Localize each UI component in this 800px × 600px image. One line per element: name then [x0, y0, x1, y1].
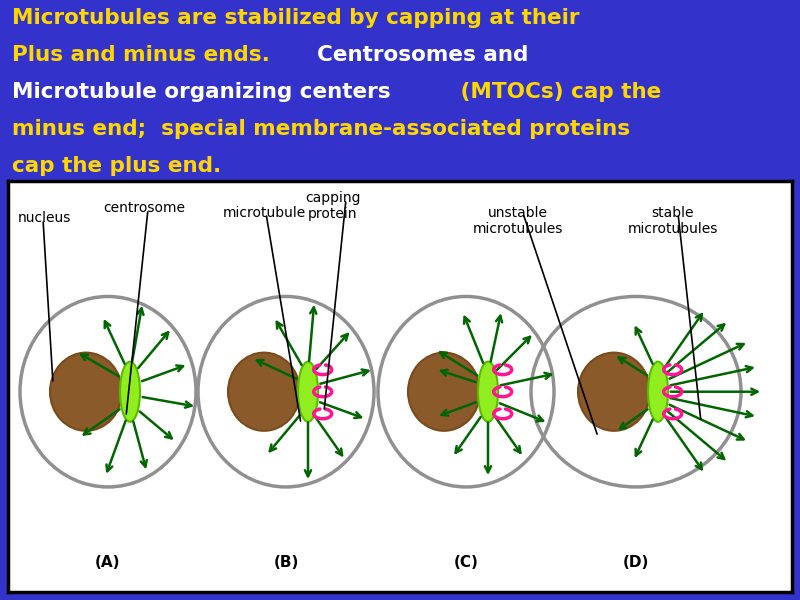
Text: Centrosomes and: Centrosomes and: [302, 45, 528, 65]
Text: Microtubules are stabilized by capping at their: Microtubules are stabilized by capping a…: [12, 8, 579, 28]
Text: (A): (A): [95, 554, 121, 569]
Ellipse shape: [648, 362, 668, 422]
Ellipse shape: [408, 353, 480, 431]
Ellipse shape: [228, 353, 300, 431]
Text: cap the plus end.: cap the plus end.: [12, 156, 222, 176]
Text: nucleus: nucleus: [18, 211, 71, 225]
Ellipse shape: [578, 353, 650, 431]
Text: (C): (C): [454, 554, 478, 569]
Text: unstable
microtubules: unstable microtubules: [473, 206, 563, 236]
Text: (D): (D): [623, 554, 649, 569]
Text: stable
microtubules: stable microtubules: [628, 206, 718, 236]
Ellipse shape: [478, 362, 498, 422]
Text: minus end;  special membrane-associated proteins: minus end; special membrane-associated p…: [12, 119, 630, 139]
Text: Plus and minus ends.: Plus and minus ends.: [12, 45, 270, 65]
Ellipse shape: [298, 362, 318, 422]
Text: centrosome: centrosome: [103, 201, 185, 215]
Text: capping
protein: capping protein: [306, 191, 361, 221]
Text: (MTOCs) cap the: (MTOCs) cap the: [453, 82, 662, 102]
Ellipse shape: [50, 353, 122, 431]
Text: microtubule: microtubule: [223, 206, 306, 220]
Text: (B): (B): [274, 554, 298, 569]
Ellipse shape: [120, 362, 140, 422]
Text: Microtubule organizing centers: Microtubule organizing centers: [12, 82, 390, 102]
